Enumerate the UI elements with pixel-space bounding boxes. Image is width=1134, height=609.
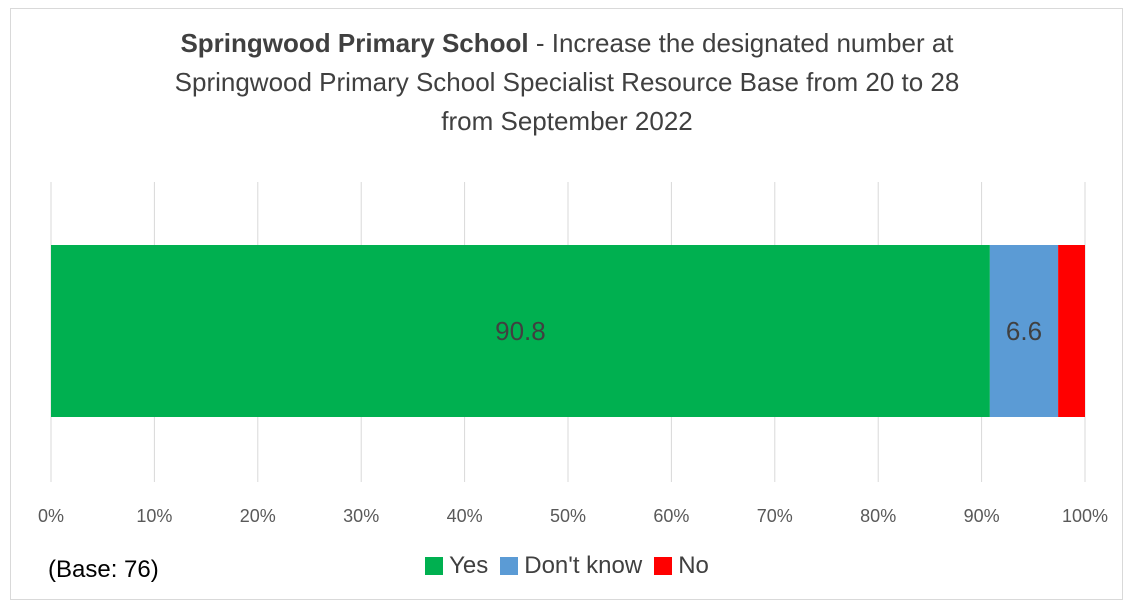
legend-item: Don't know — [500, 552, 642, 580]
x-tick-label: 100% — [1062, 506, 1108, 526]
legend-label: Don't know — [524, 552, 643, 579]
bar-segment-yes — [51, 245, 990, 417]
title-rest: - Increase the designated number at — [528, 28, 954, 58]
x-tick-label: 20% — [240, 506, 276, 526]
data-label: 6.6 — [1006, 316, 1042, 346]
legend-label: No — [678, 552, 709, 579]
title-line-2: Springwood Primary School Specialist Res… — [174, 67, 960, 97]
x-tick-label: 60% — [653, 506, 689, 526]
x-tick-label: 90% — [964, 506, 1000, 526]
x-tick-label: 40% — [447, 506, 483, 526]
x-axis-ticks: 0% 10% 20% 30% 40% 50% 60% 70% 80% 90% 100% — [38, 506, 1108, 526]
legend-swatch — [654, 557, 673, 575]
data-label: 90.8 — [495, 316, 546, 346]
data-labels: 90.8 6.6 — [495, 316, 1042, 346]
bar-segment-don-t-know — [989, 245, 1059, 417]
bars — [51, 245, 1085, 417]
title-line-3: from September 2022 — [441, 106, 693, 136]
x-tick-label: 10% — [136, 506, 172, 526]
x-tick-label: 80% — [860, 506, 896, 526]
x-tick-label: 70% — [757, 506, 793, 526]
title-bold: Springwood Primary School — [180, 28, 529, 58]
legend-label: Yes — [449, 552, 489, 579]
bar-segment-no — [1058, 245, 1085, 417]
legend-swatch — [500, 557, 519, 575]
legend-item: No — [654, 552, 709, 580]
legend-swatch — [425, 557, 444, 575]
chart-title: Springwood Primary School - Increase the… — [0, 24, 1134, 141]
x-tick-label: 30% — [343, 506, 379, 526]
x-tick-label: 50% — [550, 506, 586, 526]
base-note: (Base: 76) — [48, 556, 159, 583]
legend-item: Yes — [425, 552, 488, 580]
x-tick-label: 0% — [38, 506, 64, 526]
legend: Yes Don't know No — [0, 552, 1134, 582]
